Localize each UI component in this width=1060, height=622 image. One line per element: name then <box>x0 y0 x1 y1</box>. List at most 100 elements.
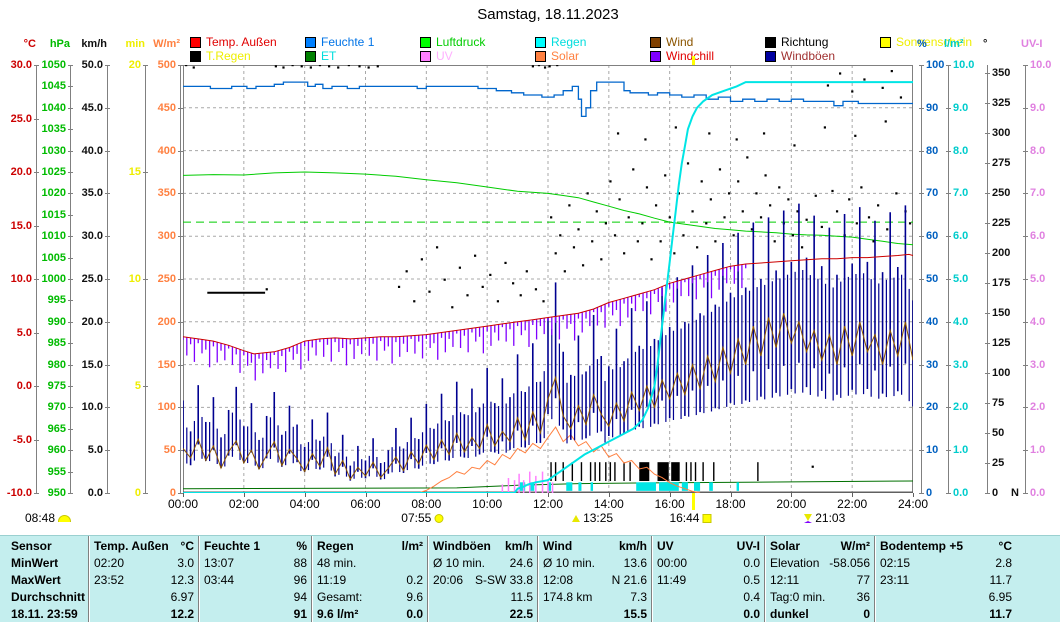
legend-item-regen: Regen <box>535 35 650 49</box>
table-cell-row: 02:20 3.0 <box>94 554 194 571</box>
table-cell-row: 174.8 km 7.3 <box>543 588 647 605</box>
axis-tick <box>946 150 951 152</box>
cell-label: Ø 10 min. <box>543 555 596 570</box>
cell-label: 23:11 <box>880 572 910 587</box>
axis-tick-label: 0.0 <box>87 487 103 499</box>
axis-tick-label: 980 <box>47 358 66 371</box>
axis-tick <box>985 103 990 105</box>
legend-label: Sonnenschein <box>896 35 973 49</box>
cell-value: 11.7 <box>989 572 1012 587</box>
cell-label: 12:11 <box>770 572 800 587</box>
axis-tick-label: 1010 <box>41 230 66 243</box>
series-solar <box>418 426 701 493</box>
axis-tick <box>68 129 73 131</box>
axis-line-deg <box>987 65 988 493</box>
table-panel-solar: Solar W/m² Elevation -58.056 12:11 77 Tag:0 mi… <box>764 536 874 622</box>
cell-label: 03:44 <box>204 572 235 587</box>
axis-tick-label: 1.0 <box>1030 444 1046 457</box>
axis-tick <box>178 407 183 409</box>
marker-13-25: 13:25 <box>569 511 613 525</box>
axis-tick <box>985 283 990 285</box>
table-column-header: Solar W/m² <box>770 537 870 554</box>
table-cell-row: 94 <box>204 588 307 605</box>
cell-label: 00:00 <box>657 555 688 570</box>
table-cell-row: 13:07 88 <box>204 554 307 571</box>
axis-tick-label: 1025 <box>41 166 66 178</box>
cell-label: 11:19 <box>317 572 347 587</box>
table-cell-row: 11.7 <box>880 605 1012 622</box>
axis-title-uvi: UV-I <box>1021 38 1043 50</box>
cell-value: 12.2 <box>170 606 194 621</box>
axis-tick-label: 0 <box>926 487 933 499</box>
axis-tick <box>985 193 990 195</box>
table-panel-feuchte-1: Feuchte 1% 13:07 88 03:44 96 94 91 <box>198 536 311 622</box>
axis-tick-label: 10 <box>128 273 141 285</box>
column-unit: °C <box>998 538 1012 553</box>
cell-label: 13:07 <box>204 555 235 570</box>
column-name: Feuchte 1 <box>204 538 261 553</box>
legend-item-wind: Wind <box>650 35 765 49</box>
axis-tick-label: 10 <box>926 444 939 457</box>
axis-tick <box>919 279 924 280</box>
legend-swatch-icon <box>535 36 546 48</box>
axis-tick-label: 1035 <box>41 123 66 136</box>
legend-swatch-icon <box>305 50 316 62</box>
x-axis-tick <box>852 493 854 497</box>
x-axis-tick <box>426 493 428 497</box>
cell-label: 9.6 l/m² <box>317 606 359 621</box>
axis-tick <box>1023 65 1028 66</box>
axis-tick <box>919 321 924 323</box>
x-axis-tick <box>730 493 732 497</box>
cell-label: 02:20 <box>94 555 125 570</box>
axis-tick <box>1023 321 1028 323</box>
x-axis-label: 06:00 <box>350 497 381 511</box>
axis-tick <box>34 65 39 66</box>
table-column-header: Regen l/m² <box>317 537 423 554</box>
x-axis-label: 18:00 <box>715 497 746 511</box>
sunset-marker-line-top <box>691 56 695 65</box>
axis-tick-label: 0 <box>992 487 999 499</box>
axis-tick-label: 8.0 <box>1030 144 1046 157</box>
legend-item-windb-en: Windböen <box>765 49 880 63</box>
page-title: Samstag, 18.11.2023 <box>477 6 619 23</box>
series-regen-summe <box>183 81 913 493</box>
axis-tick-label: 30 <box>926 358 939 371</box>
column-name: Regen <box>317 538 354 553</box>
cell-value: 94 <box>293 589 307 604</box>
x-axis-label: 20:00 <box>776 497 807 511</box>
x-axis-label: 24:00 <box>897 497 929 511</box>
table-cell-row: 23:11 11.7 <box>880 571 1012 588</box>
axis-tick <box>34 279 39 280</box>
legend-item-solar: Solar <box>535 49 650 63</box>
axis-tick-label: 40 <box>926 315 939 328</box>
legend-item-luftdruck: Luftdruck <box>420 35 535 49</box>
axis-tick <box>105 450 110 452</box>
axis-tick-label: 125 <box>992 337 1011 350</box>
column-unit: °C <box>180 538 194 553</box>
axis-tick-label: 950 <box>47 487 66 499</box>
axis-tick-label: 0 <box>134 487 141 499</box>
axis-tick-label: 5.0 <box>1030 273 1046 285</box>
axis-tick-label: 400 <box>157 144 176 157</box>
legend: Temp. Außen Feuchte 1 Luftdruck Regen Wind Ri… <box>190 35 995 63</box>
axis-tick <box>143 65 148 66</box>
axis-tick-label: 1015 <box>41 208 66 221</box>
table-cell-row: 00:00 0.0 <box>657 554 760 571</box>
axis-tick <box>68 407 73 409</box>
axis-tick-label: 325 <box>992 97 1011 110</box>
square-icon <box>702 513 712 523</box>
column-unit: UV-I <box>736 538 760 553</box>
legend-row: T.Regen ET UV Solar Windchill Windböen <box>190 49 995 63</box>
axis-tick <box>1023 450 1028 452</box>
axis-tick <box>946 493 951 494</box>
x-axis-tick <box>243 493 245 497</box>
axis-tick <box>143 172 148 173</box>
axis-tick <box>1023 364 1028 366</box>
x-axis-tick <box>791 493 793 497</box>
axis-tick <box>985 403 990 405</box>
axis-tick-label: 80 <box>926 144 939 157</box>
cell-label: dunkel <box>770 606 809 621</box>
legend-item-temp-au-en: Temp. Außen <box>190 35 305 49</box>
axis-tick-label: 200 <box>992 247 1011 260</box>
axis-tick-label: 10.0 <box>953 59 975 71</box>
